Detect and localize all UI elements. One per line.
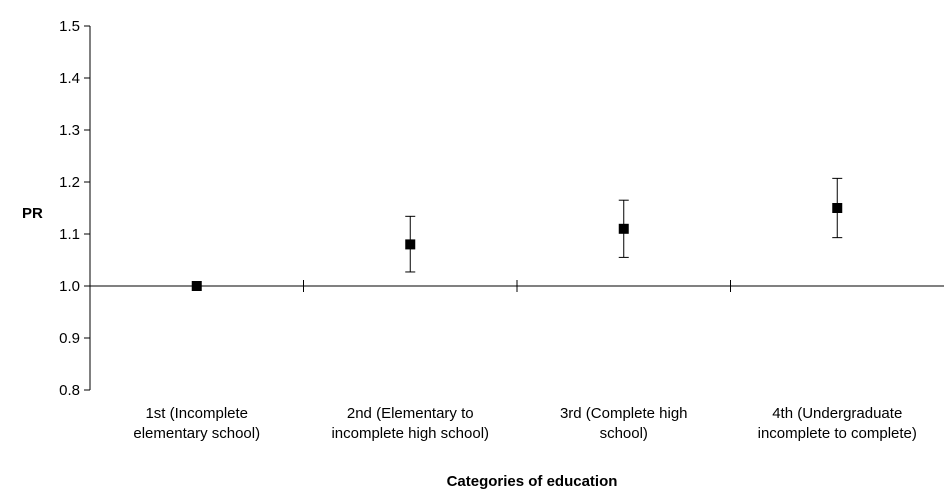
y-tick-label: 1.4 [59,70,80,87]
y-tick-label: 1.0 [59,278,80,295]
category-label: 4th (Undergraduate [772,405,902,422]
y-tick-label: 0.8 [59,382,80,399]
category-label: incomplete high school) [331,425,489,442]
category-label: 1st (Incomplete [145,405,248,422]
y-tick-label: 1.3 [59,122,80,139]
data-points [191,203,843,291]
y-axis [84,25,91,391]
y-tick-label: 0.9 [59,330,80,347]
y-tick-labels: 0.8 0.9 1.0 1.1 1.2 1.3 1.4 1.5 [59,18,80,399]
category-label: elementary school) [133,425,260,442]
y-tick-label: 1.2 [59,174,80,191]
data-point-marker [191,281,202,291]
category-label: school) [600,425,648,442]
y-axis-label: PR [22,205,43,222]
category-label: incomplete to complete) [758,425,917,442]
data-point-marker [405,239,416,250]
data-point-marker [618,223,629,234]
category-labels: 1st (Incomplete elementary school) 2nd (El… [133,405,916,442]
x-axis-label: Categories of education [447,473,618,490]
y-tick-label: 1.1 [59,226,80,243]
y-tick-label: 1.5 [59,18,80,35]
category-label: 2nd (Elementary to [347,405,474,422]
category-label: 3rd (Complete high [560,405,688,422]
reference-line [90,280,944,292]
data-point-marker [832,203,843,213]
